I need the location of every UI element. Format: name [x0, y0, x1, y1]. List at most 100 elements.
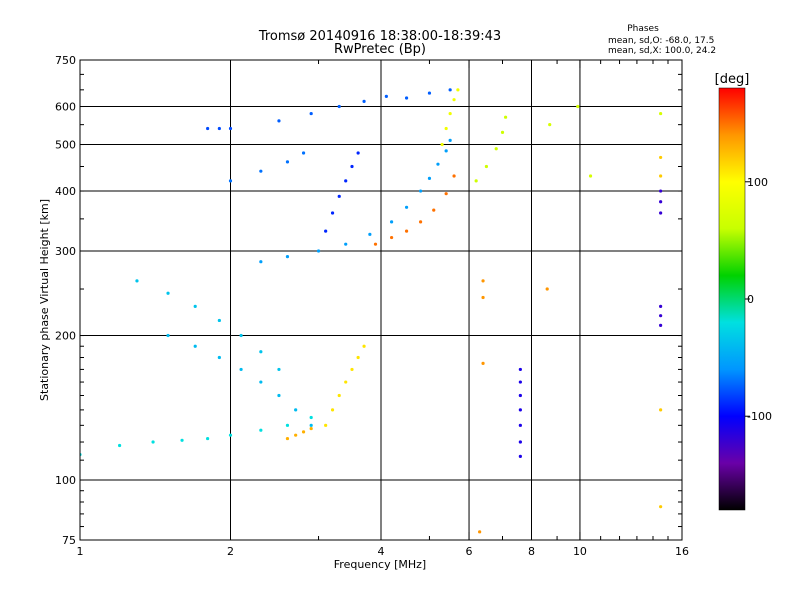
data-point [389, 220, 394, 224]
data-point [193, 344, 197, 348]
y-tick-label: 200 [55, 330, 76, 343]
data-point [500, 130, 505, 134]
data-point [285, 423, 290, 427]
data-point [277, 393, 281, 398]
data-point [135, 279, 139, 283]
phases-mean-x: mean, sd,X: 100.0, 24.2 [608, 46, 716, 56]
data-point [588, 174, 593, 178]
data-point [384, 94, 388, 98]
data-point [659, 111, 663, 116]
data-point [259, 169, 263, 173]
data-point [324, 423, 328, 427]
data-point [309, 426, 313, 431]
x-tick-label: 8 [528, 545, 535, 558]
data-point [452, 98, 456, 102]
data-point [228, 433, 233, 437]
data-point [166, 333, 170, 338]
data-point [344, 242, 348, 246]
x-tick-label: 16 [675, 545, 689, 558]
data-point [193, 304, 197, 309]
data-point [368, 232, 372, 236]
data-point [659, 323, 663, 327]
data-point [337, 393, 341, 398]
data-point [418, 189, 423, 193]
data-point [659, 200, 663, 204]
data-point [474, 179, 478, 183]
phases-mean-o: mean, sd,O: -68.0, 17.5 [608, 36, 714, 46]
data-point [259, 380, 263, 384]
y-tick-label: 500 [55, 139, 76, 152]
data-point [659, 408, 663, 412]
x-tick-label: 4 [378, 545, 385, 558]
data-point [309, 423, 313, 427]
x-tick-label: 10 [573, 545, 587, 558]
data-point [344, 179, 348, 183]
data-point [444, 192, 448, 196]
data-point [389, 235, 394, 240]
data-point [659, 314, 663, 318]
data-point [659, 505, 663, 509]
y-tick-label: 600 [55, 101, 76, 114]
data-point [217, 318, 221, 323]
data-point [659, 211, 663, 215]
data-point [481, 279, 485, 283]
data-point [285, 160, 290, 164]
y-tick-label: 100 [55, 474, 76, 487]
data-point [228, 126, 233, 131]
data-point [481, 361, 485, 365]
data-point [301, 430, 306, 434]
data-point [259, 260, 263, 264]
data-point [481, 295, 485, 300]
data-point [294, 433, 298, 437]
data-point [518, 393, 522, 398]
data-point [373, 242, 378, 246]
data-point [432, 208, 436, 212]
data-point [285, 436, 290, 441]
colorbar-ticks: 100 0 -100 [745, 176, 772, 423]
chart-title: Tromsø 20140916 18:38:00-18:39:43 [258, 29, 501, 44]
data-point [418, 220, 423, 224]
x-axis-ticks: 1 2 4 6 8 10 16 [77, 60, 689, 558]
data-point [350, 367, 354, 372]
data-point [180, 438, 184, 442]
y-tick-label: 750 [55, 54, 76, 67]
data-point [484, 164, 489, 169]
data-point [518, 367, 522, 372]
y-tick-label: 300 [55, 245, 76, 258]
data-point [239, 333, 243, 338]
data-point [206, 436, 210, 441]
data-point [440, 142, 444, 147]
data-point [404, 205, 409, 209]
data-point [228, 179, 233, 183]
data-point [545, 287, 549, 291]
data-point [518, 380, 522, 384]
data-point [494, 147, 498, 151]
data-point [548, 123, 552, 127]
colorbar-tick-label: 0 [747, 293, 754, 306]
data-point [217, 126, 221, 131]
data-point [404, 229, 409, 233]
x-tick-label: 1 [77, 545, 84, 558]
data-point [344, 380, 348, 384]
data-point [206, 126, 210, 131]
data-point [239, 367, 243, 372]
data-point [259, 428, 263, 432]
x-tick-label: 2 [227, 545, 234, 558]
x-axis-label: Frequency [MHz] [334, 558, 426, 571]
data-point [404, 96, 409, 100]
data-point [362, 344, 366, 348]
data-point [659, 189, 663, 193]
data-point [659, 174, 663, 178]
data-point [444, 149, 448, 153]
data-point [518, 440, 522, 444]
phases-heading: Phases [627, 24, 659, 34]
data-point [350, 164, 354, 169]
data-point [117, 443, 122, 448]
data-point [518, 408, 522, 412]
y-tick-label: 75 [62, 534, 76, 547]
data-point [330, 211, 335, 215]
data-point [309, 111, 313, 116]
data-point [337, 104, 341, 109]
data-point [294, 408, 298, 412]
colorbar-tick-label: 100 [747, 176, 768, 189]
